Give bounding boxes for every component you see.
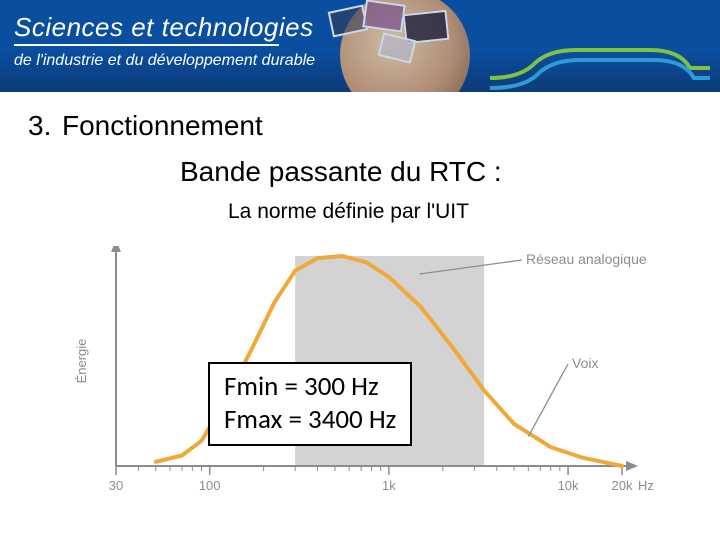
svg-text:Réseau analogique: Réseau analogique — [526, 251, 647, 267]
svg-text:Énergie: Énergie — [74, 339, 89, 384]
section-subtitle: Bande passante du RTC : — [180, 156, 502, 188]
svg-text:100: 100 — [199, 478, 221, 493]
section-title: Fonctionnement — [62, 110, 263, 142]
section-number: 3. — [28, 110, 51, 142]
svg-text:Voix: Voix — [572, 355, 598, 371]
formula-box: Fmin = 300 Hz Fmax = 3400 Hz — [208, 362, 412, 446]
svg-text:Hz: Hz — [638, 478, 654, 493]
banner-curve-decor — [490, 38, 710, 92]
section-subsubtitle: La norme définie par l'UIT — [228, 200, 469, 224]
svg-text:1k: 1k — [382, 478, 396, 493]
banner-underline — [14, 44, 279, 46]
banner-collage — [320, 2, 480, 72]
banner-title: Sciences et technologies — [14, 12, 314, 43]
fmin-label: Fmin = 300 Hz — [224, 370, 396, 403]
fmax-label: Fmax = 3400 Hz — [224, 403, 396, 436]
svg-text:10k: 10k — [558, 478, 579, 493]
svg-text:20k: 20k — [612, 478, 633, 493]
banner-subtitle: de l'industrie et du développement durab… — [14, 52, 315, 70]
header-banner: Sciences et technologies de l'industrie … — [0, 0, 720, 92]
svg-text:30: 30 — [109, 478, 123, 493]
